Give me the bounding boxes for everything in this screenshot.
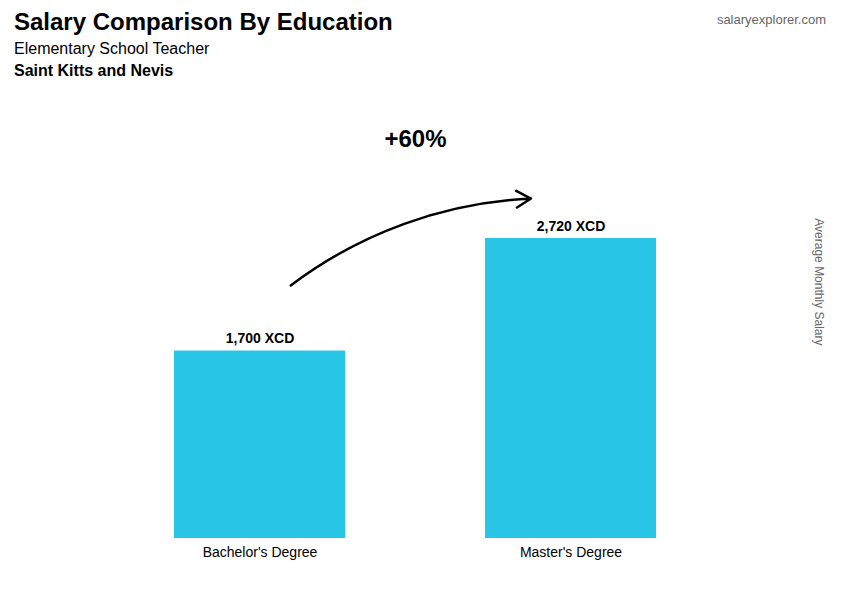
html-text:Elementary School Teacher: Elementary School Teacher <box>14 40 210 57</box>
svg-text:1,700 XCD: 1,700 XCD <box>226 330 294 346</box>
html-text:Saint Kitts and Nevis: Saint Kitts and Nevis <box>14 62 174 79</box>
svg-text:Average Monthly Salary: Average Monthly Salary <box>812 218 826 345</box>
html-text:salaryexplorer.com: salaryexplorer.com <box>716 12 826 27</box>
svg-text:2,720 XCD: 2,720 XCD <box>537 218 605 234</box>
svg-text:+60%: +60% <box>384 125 446 152</box>
html-text:Salary Comparison By Education: Salary Comparison By Education <box>14 8 393 35</box>
svg-text:Master's Degree: Master's Degree <box>520 544 622 560</box>
svg-text:Bachelor's Degree: Bachelor's Degree <box>203 544 318 560</box>
